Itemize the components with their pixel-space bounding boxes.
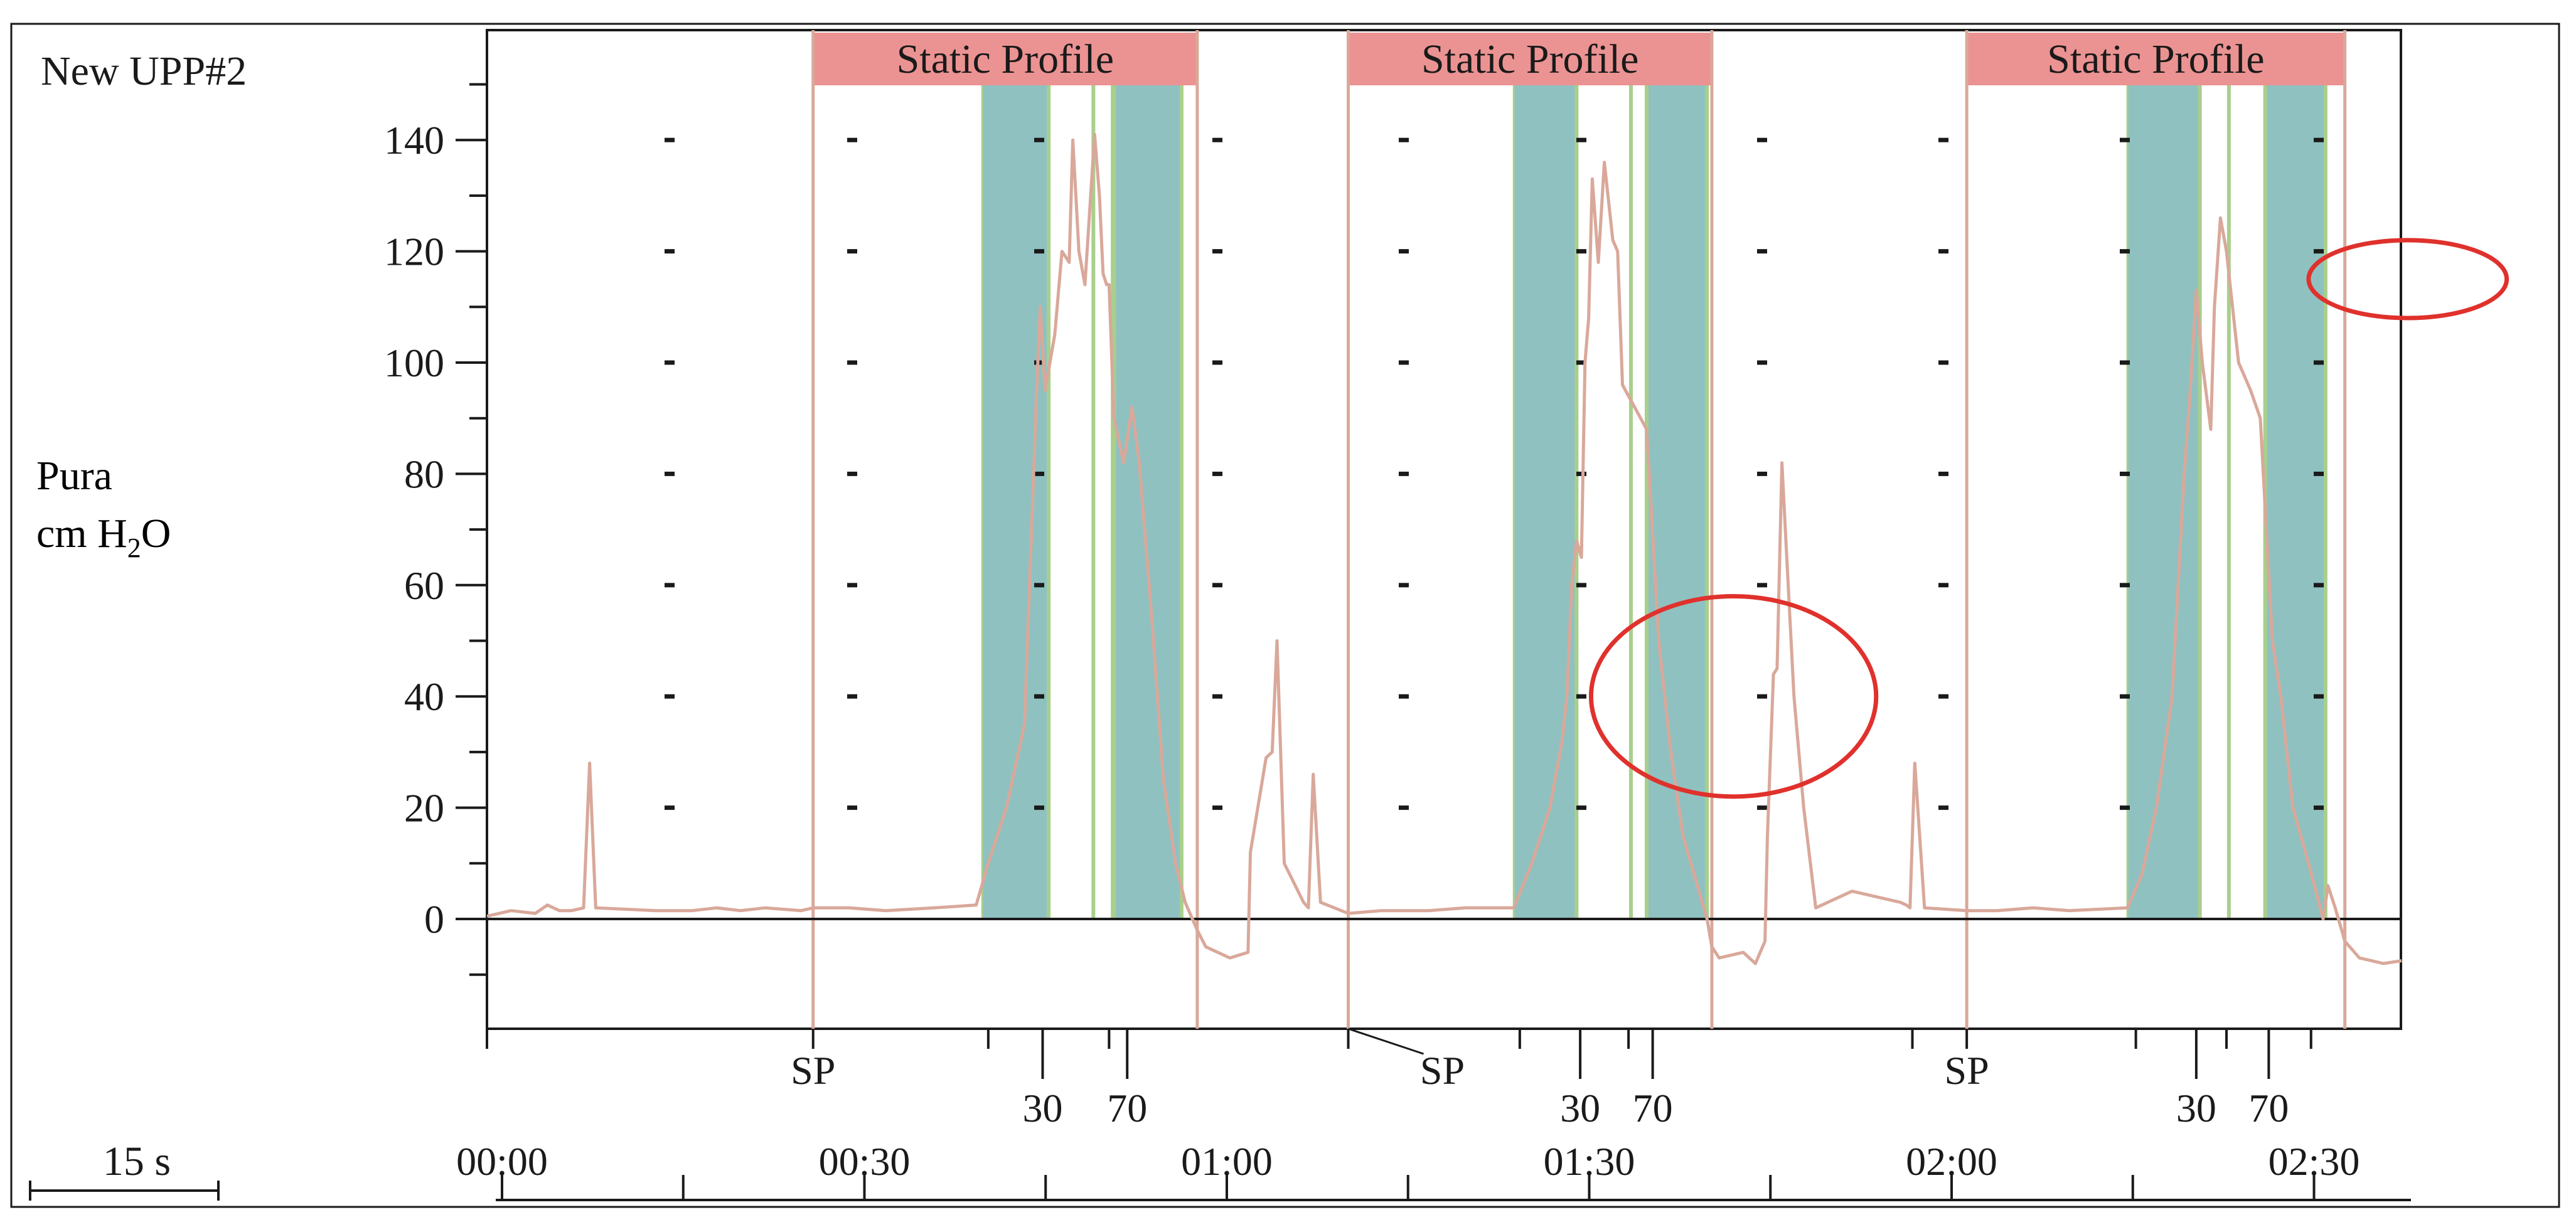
time-axis: 00:00 00:30 01:00 01:30 02:00 02:30: [456, 1139, 2411, 1201]
event-label-30: 30: [2176, 1086, 2216, 1130]
y-tick-label: 40: [404, 674, 444, 719]
sp-leader-line: [1348, 1028, 1424, 1055]
y-axis-label-line1: Pura: [36, 453, 112, 499]
time-label: 00:30: [819, 1139, 911, 1184]
event-label-sp: SP: [791, 1048, 835, 1093]
y-axis-label-line2: cm H2O: [36, 511, 171, 563]
event-label-70: 70: [2248, 1086, 2289, 1130]
static-profile-header-2: [1348, 33, 1712, 85]
grid-dots: [665, 137, 2324, 810]
y-label-suffix: O: [141, 511, 171, 556]
event-label-30: 30: [1023, 1086, 1063, 1130]
annotation-ellipse-1: [1588, 594, 1879, 799]
y-tick-label: 100: [384, 341, 444, 385]
time-label: 00:00: [456, 1139, 548, 1184]
static-profile-bands: Static Profile Static Profile Static Profi…: [813, 33, 2345, 919]
y-axis: 0 20 40 60 80 100 120 140: [384, 83, 487, 976]
static-profile-label-2: Static Profile: [1421, 36, 1638, 82]
event-label-70: 70: [1107, 1086, 1147, 1130]
annotation-ellipse-2: [2306, 238, 2509, 321]
event-label-sp: SP: [1945, 1048, 1989, 1093]
y-tick-label: 120: [384, 230, 444, 274]
scale-bar-label: 15 s: [103, 1139, 171, 1184]
outer-frame: [10, 23, 2560, 1208]
event-marks: SP 30 70 SP 30 70 SP 30 70: [486, 1028, 2312, 1130]
teal-band-2-1: [1514, 83, 1577, 919]
static-profile-label-3: Static Profile: [2047, 36, 2264, 82]
time-label: 01:30: [1544, 1139, 1635, 1184]
static-profile-borders: [811, 30, 2347, 1029]
teal-band-1-1: [982, 83, 1049, 919]
y-tick-label: 0: [424, 897, 444, 942]
static-profile-header-3: [1967, 33, 2345, 85]
teal-band-3-2: [2265, 83, 2326, 919]
y-label-prefix: cm H: [36, 511, 127, 556]
event-label-70: 70: [1633, 1086, 1673, 1130]
y-tick-label: 20: [404, 786, 444, 831]
teal-band-1-2: [1115, 83, 1182, 919]
y-tick-label: 140: [384, 118, 444, 162]
y-tick-label: 60: [404, 563, 444, 608]
series-line-pura: [486, 132, 2402, 965]
teal-band-3-1: [2127, 83, 2200, 919]
y-tick-label: 80: [404, 452, 444, 496]
chart-title: New UPP#2: [41, 48, 247, 94]
static-profile-label-1: Static Profile: [897, 36, 1114, 82]
y-label-subscript: 2: [127, 533, 141, 563]
plot-frame: [486, 29, 2402, 1030]
event-label-30: 30: [1560, 1086, 1600, 1130]
time-label: 02:30: [2269, 1139, 2360, 1184]
time-label: 01:00: [1181, 1139, 1273, 1184]
annotations: [1588, 238, 2509, 799]
event-label-sp: SP: [1420, 1048, 1465, 1093]
static-profile-header-1: [813, 33, 1197, 85]
time-label: 02:00: [1906, 1139, 1997, 1184]
